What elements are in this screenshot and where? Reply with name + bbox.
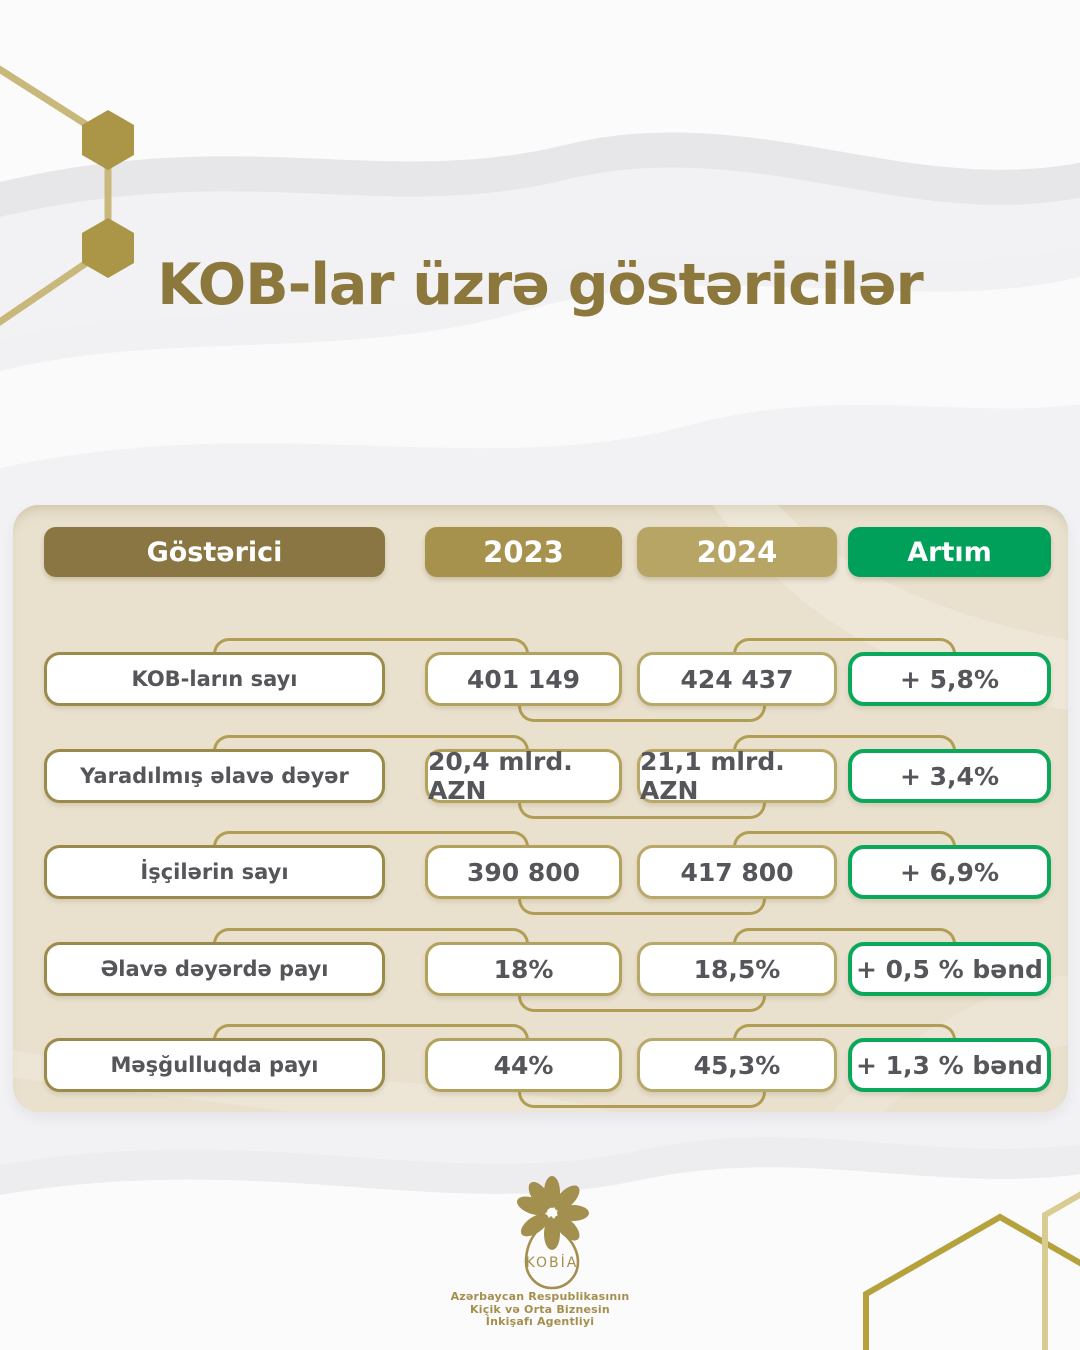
value-2023: 20,4 mlrd. AZN [428,747,573,805]
logo-tagline: Azərbaycan Respublikasının Kiçik və Orta… [0,1290,1080,1329]
growth-cell: + 1,3 % bənd [848,1038,1051,1092]
tagline-line: İnkişafı Agentliyi [485,1315,595,1328]
table-row: Əlavə dəyərdə payı 18% 18,5% + 0,5 % bən… [13,928,1068,1012]
value-2024-cell: 417 800 [637,845,837,899]
value-2024: 21,1 mlrd. AZN [640,747,785,805]
value-2023: 18% [493,954,554,984]
indicator-cell: Əlavə dəyərdə payı [44,942,385,996]
value-2023-cell: 18% [425,942,622,996]
hexagon-outline-icon [1042,1191,1080,1350]
indicator-cell: Yaradılmış əlavə dəyər [44,749,385,803]
hexagon-icon [82,110,134,170]
hexagon-outline-icon [863,1213,1080,1350]
table-row: Məşğulluqda payı 44% 45,3% + 1,3 % bənd [13,1024,1068,1108]
value-2024: 18,5% [693,954,781,984]
indicator-cell: Məşğulluqda payı [44,1038,385,1092]
table-row: İşçilərin sayı 390 800 417 800 + 6,9% [13,831,1068,915]
hexagon-icon [82,218,134,278]
wave-bottom-shadow [0,1137,1080,1196]
value-2023: 44% [493,1050,554,1080]
value-2023-cell: 390 800 [425,845,622,899]
value-2024-cell: 45,3% [637,1038,837,1092]
growth-cell: + 0,5 % bənd [848,942,1051,996]
tagline-line: Kiçik və Orta Biznesin [470,1302,610,1316]
column-header-label: Göstərici [146,536,283,568]
value-2023-cell: 44% [425,1038,622,1092]
logo-wordmark: KOBİA [526,1253,579,1271]
column-header-2024: 2024 [637,527,837,577]
growth-value: + 3,4% [900,761,999,791]
value-2024-cell: 424 437 [637,652,837,706]
wave-top [0,0,1080,183]
growth-value: + 0,5 % bənd [856,954,1043,984]
value-2024-cell: 21,1 mlrd. AZN [637,747,837,805]
page-title: KOB-lar üzrə göstəricilər [157,252,924,318]
value-2024: 45,3% [693,1050,781,1080]
growth-value: + 5,8% [900,664,999,694]
growth-value: + 6,9% [900,857,999,887]
indicator-label: Əlavə dəyərdə payı [100,957,329,981]
wave-middle-shadow [0,244,1080,372]
indicator-label: Yaradılmış əlavə dəyər [80,764,349,788]
logo-loop [524,1215,580,1290]
value-2024: 424 437 [680,664,794,694]
column-header-indicator: Göstərici [44,527,385,577]
wave-top-shadow [0,132,1080,218]
growth-value: + 1,3 % bənd [856,1050,1043,1080]
indicator-label: KOB-ların sayı [131,667,298,691]
value-2023: 390 800 [466,857,581,887]
column-header-2023: 2023 [425,527,622,577]
wave-middle [0,244,1080,469]
indicator-cell: KOB-ların sayı [44,652,385,706]
tagline-line: Azərbaycan Respublikasının [450,1290,630,1303]
indicators-table: Göstərici 2023 2024 Artım KOB-ların sayı… [13,505,1068,1112]
indicator-label: Məşğulluqda payı [110,1053,319,1077]
growth-cell: + 6,9% [848,845,1051,899]
growth-cell: + 5,8% [848,652,1051,706]
growth-cell: + 3,4% [848,749,1051,803]
table-row: KOB-ların sayı 401 149 424 437 + 5,8% [13,638,1068,722]
value-2024: 417 800 [680,857,794,887]
column-header-label: 2023 [483,535,564,569]
value-2024-cell: 18,5% [637,942,837,996]
indicator-label: İşçilərin sayı [140,860,289,884]
wave-bottom [0,1167,1080,1350]
value-2023-cell: 401 149 [425,652,622,706]
column-header-label: Artım [907,536,992,568]
column-header-growth: Artım [848,527,1051,577]
table-row: Yaradılmış əlavə dəyər 20,4 mlrd. AZN 21… [13,735,1068,819]
value-2023: 401 149 [466,664,581,694]
column-header-label: 2024 [696,535,778,569]
kobia-logo: KOBİA [516,1176,589,1290]
indicator-cell: İşçilərin sayı [44,845,385,899]
flower-icon [516,1176,589,1250]
value-2023-cell: 20,4 mlrd. AZN [425,747,622,805]
